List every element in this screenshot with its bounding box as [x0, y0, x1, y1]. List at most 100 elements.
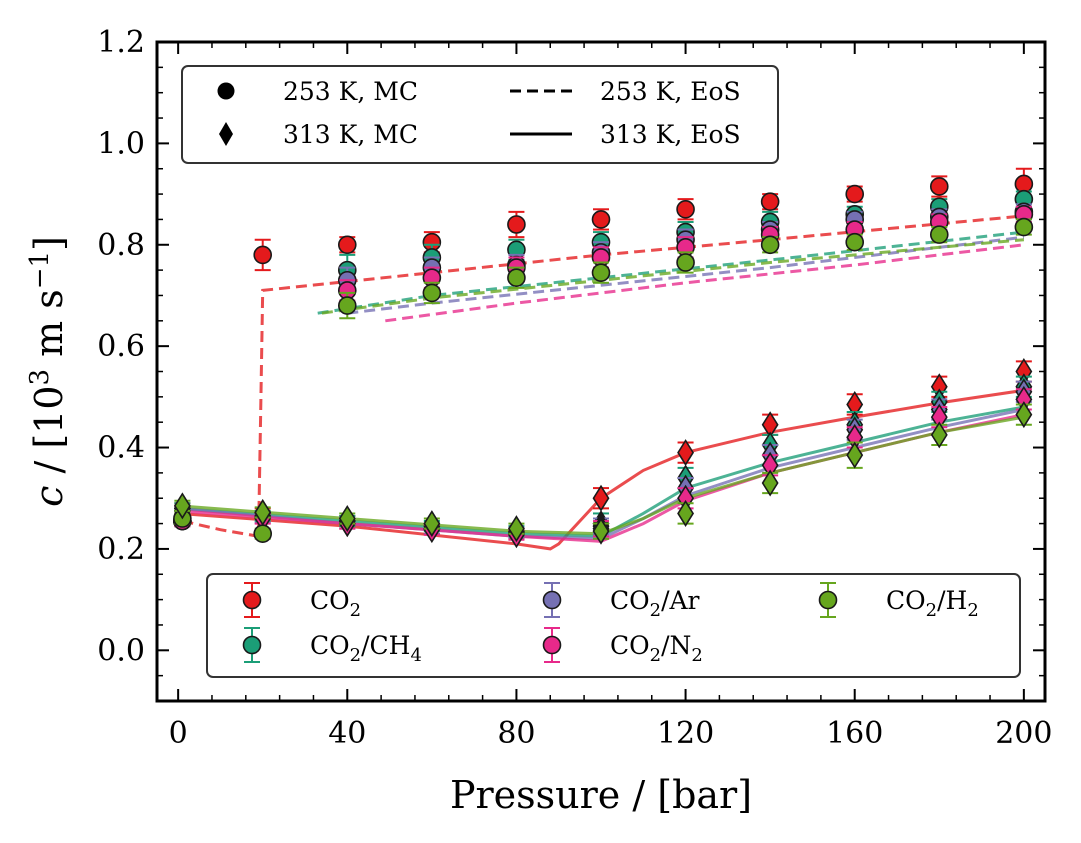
legend-series-label-rest-4: /H	[937, 586, 967, 615]
y-axis-title-exp2: −1	[25, 251, 55, 289]
eos-line-253k-series-0	[182, 214, 1025, 539]
point-253k-s0-p9	[929, 177, 949, 196]
point-253k-s0-p5	[591, 210, 611, 229]
x-tick-label-3: 120	[657, 716, 714, 751]
point-253k-s0-p8	[845, 184, 865, 204]
point-253k-s4-p10	[1014, 217, 1034, 237]
point-313k-s4-p3	[423, 510, 441, 538]
y-tick-label-5: 1.0	[97, 126, 145, 161]
legend-series-label-base-4: CO	[886, 586, 926, 615]
y-axis-title-exp1: 3	[25, 369, 55, 386]
y-tick-label-3: 0.6	[97, 329, 145, 364]
y-tick-label-4: 0.8	[97, 228, 145, 263]
point-253k-s4-p7	[760, 235, 780, 255]
x-tick-label-2: 80	[497, 716, 535, 751]
point-313k-s4-p6	[677, 499, 695, 527]
point-253k-s0-p1	[253, 245, 273, 265]
point-313k-s4-p5	[592, 517, 610, 545]
point-253k-s4-p6	[676, 253, 695, 272]
legend-series-label-base-2: CO	[610, 586, 650, 615]
legend-series-label-sub1-2: 2	[650, 600, 661, 621]
legend-series-label-0: CO2	[310, 586, 361, 621]
legend-series-item-4: CO2/H2	[818, 582, 979, 621]
point-253k-s4-p4	[507, 268, 526, 288]
y-tick-label-2: 0.4	[97, 431, 145, 466]
legend-series-box	[206, 573, 1021, 678]
legend-series-label-3: CO2/N2	[610, 631, 703, 666]
point-253k-s4-p1	[253, 524, 273, 544]
point-253k-s4-p8	[845, 232, 865, 252]
legend-series-label-2: CO2/Ar	[610, 586, 700, 621]
x-axis-title: Pressure / [bar]	[450, 773, 752, 817]
legend-series-label-sub1-4: 2	[926, 600, 937, 621]
point-313k-s4-p9	[930, 421, 948, 449]
legend-style-box	[181, 65, 779, 164]
series-layer	[173, 167, 1034, 551]
point-253k-s4-p5	[591, 263, 611, 282]
legend-series-label-sub2-3: 2	[691, 645, 702, 666]
point-253k-s4-p2	[337, 296, 357, 315]
eos-line-253k-series-2	[347, 235, 1025, 315]
point-253k-s0-p6	[676, 199, 695, 219]
legend-series-label-rest-2: /Ar	[661, 586, 699, 615]
point-313k-s4-p0	[173, 492, 191, 520]
legend-series-label-4: CO2/H2	[886, 586, 979, 621]
x-tick-label-0: 0	[169, 716, 188, 751]
legend-series-label-base-1: CO	[310, 631, 350, 660]
y-tick-label-1: 0.2	[97, 532, 145, 567]
legend-series-label-sub2-4: 2	[967, 600, 978, 621]
legend-series-item-1: CO2/CH4	[242, 627, 422, 666]
y-axis-title-var: c	[27, 486, 71, 507]
point-313k-s4-p4	[507, 515, 525, 543]
legend-series-item-2: CO2/Ar	[542, 582, 700, 621]
legend-series-item-3: CO2/N2	[542, 627, 703, 666]
legend-series-label-sub1-1: 2	[350, 645, 361, 666]
y-axis-title-mid: m s	[27, 289, 71, 369]
point-313k-s4-p10	[1015, 401, 1033, 429]
y-tick-label-6: 1.2	[97, 25, 145, 60]
eos-line-253k-series-3	[385, 243, 1025, 323]
y-tick-label-0: 0.0	[97, 633, 145, 668]
point-253k-s4-p3	[422, 283, 442, 303]
legend-series-marker-0	[242, 590, 262, 610]
legend-series-marker-2	[542, 590, 562, 610]
point-253k-s0-p2	[337, 235, 357, 255]
point-253k-s4-p9	[929, 225, 949, 244]
legend-style-label-1: 313 K, MC	[283, 120, 418, 149]
point-253k-s0-p4	[507, 215, 526, 234]
legend-marker-style: 253 K, MC 313 K, MC 253 K, EoS 313 K, EoS	[181, 65, 779, 164]
legend-series-marker-1	[242, 635, 262, 655]
x-tick-label-5: 200	[995, 716, 1052, 751]
legend-series-label-sub2-1: 4	[410, 645, 421, 666]
y-axis-title: c / [103 m s−1]	[25, 236, 71, 507]
legend-style-label-3: 313 K, EoS	[600, 120, 741, 149]
y-axis-title-post: ]	[27, 236, 71, 251]
legend-style-marker-1	[219, 122, 233, 146]
legend-series-label-rest-3: /N	[661, 631, 691, 660]
legend-series-label-base-3: CO	[610, 631, 650, 660]
point-253k-s0-p7	[760, 192, 780, 211]
legend-series-label-rest-1: /CH	[361, 631, 410, 660]
legend-series-label-sub1-3: 2	[650, 645, 661, 666]
point-313k-s4-p7	[761, 469, 779, 497]
point-313k-s4-p1	[254, 498, 272, 526]
axes-layer: 0 40 80 120 160 200 0.0 0.2 0.4 0.6 0.8 1.0 1.2 Press…	[25, 25, 1052, 817]
legend-series-marker-3	[542, 635, 562, 655]
y-axis-title-pre: / [10	[27, 385, 71, 485]
legend-style-label-0: 253 K, MC	[283, 77, 418, 106]
point-313k-s4-p2	[338, 504, 356, 533]
eos-line-253k-series-1	[317, 230, 1025, 315]
mc-series-4	[173, 217, 1034, 545]
x-tick-label-4: 160	[826, 716, 883, 751]
legend-style-marker-0	[217, 82, 235, 100]
legend-series-item-0: CO2	[242, 582, 361, 621]
legend-style-label-2: 253 K, EoS	[600, 77, 741, 106]
point-313k-s4-p8	[846, 441, 864, 469]
x-tick-label-1: 40	[328, 716, 366, 751]
legend-series-label-sub1-0: 2	[350, 600, 361, 621]
legend-series-label-1: CO2/CH4	[310, 631, 422, 666]
legend-series-label-base-0: CO	[310, 586, 350, 615]
legend-series-marker-4	[818, 590, 838, 610]
